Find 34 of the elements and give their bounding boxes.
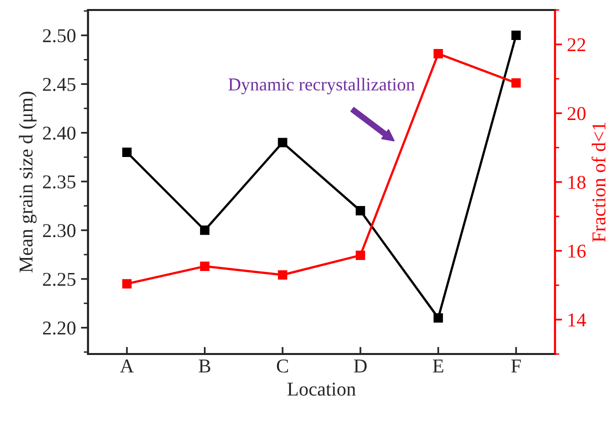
x-axis-title: Location [288,382,356,396]
x-tick-label: E [432,360,444,372]
y2-tick-label: 16 [568,244,586,258]
y2-tick-label: 18 [568,176,586,189]
x-tick-label: A [120,360,134,372]
x-tick-label: B [198,360,210,372]
y-tick-label: 2.30 [43,224,76,238]
x-tick-label: D [354,360,367,372]
point [356,250,366,260]
y-tick-label: 2.25 [43,272,76,286]
point [278,270,288,280]
annotation: Dynamic recrystallization [228,78,415,94]
y2-tick-label: 20 [568,107,586,120]
y-tick-label: 2.50 [43,29,76,42]
point [122,148,132,157]
y2-tick-label: 22 [568,38,586,52]
x-tick-label: F [511,360,521,372]
y-tick-label: 2.20 [43,322,76,335]
point [278,138,288,148]
point [200,262,210,271]
point [511,78,521,88]
y2-tick-label: 14 [568,314,586,326]
x-tick-label: C [276,359,288,373]
y-tick-label: 2.35 [43,175,76,189]
point [434,313,443,323]
point [356,206,366,216]
y-tick-label: 2.40 [43,126,76,140]
y-axis-title: Mean grain size d (μm) [18,92,37,273]
point [122,279,132,289]
point [511,30,521,40]
y2-axis-title: Fraction of d<1 [592,122,606,242]
point [434,49,443,58]
point [200,226,210,235]
y-tick-label: 2.45 [43,78,76,92]
